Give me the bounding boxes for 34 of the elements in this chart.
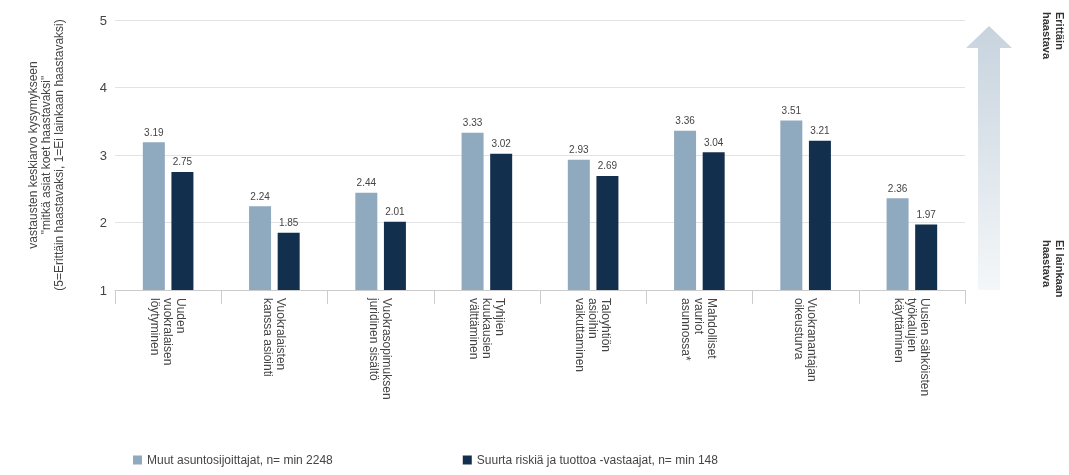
data-label: 2.93 — [569, 144, 589, 156]
y-tick-label: 4 — [99, 80, 107, 95]
data-label: 3.04 — [703, 136, 724, 148]
x-tick-label: Uusien sähköisten työkalujen käyttäminen — [891, 298, 932, 397]
x-tick-label: Vuokralaisten kanssa asiointi — [260, 298, 288, 377]
x-tick-label: Vuokrasopimuksen juridinen sisältö — [367, 297, 395, 400]
data-label: 2.24 — [250, 190, 271, 202]
data-label: 3.36 — [675, 115, 696, 127]
x-tick-label: Tyhjien kuukausien välttäminen — [466, 298, 507, 360]
legend-label: Muut asuntosijoittajat, n= min 2248 — [147, 453, 334, 467]
data-label: 3.33 — [462, 117, 483, 129]
data-label: 2.01 — [385, 206, 406, 218]
data-label: 3.21 — [810, 125, 831, 137]
data-label: 2.69 — [597, 160, 618, 172]
y-tick-label: 3 — [99, 147, 107, 163]
data-label: 3.19 — [144, 126, 164, 138]
data-label: 2.75 — [172, 156, 193, 168]
data-label: 2.44 — [356, 177, 377, 189]
x-tick-label: Mahdolliset vauriot asunnossa* — [679, 298, 720, 362]
x-tick-label: Taloyhtiön asioihin vaikuttaminen — [573, 298, 614, 373]
y-axis-title: vastausten keskiarvo kysymykseen "mitkä asiat koet haastavaksi" (5=Erittäin haastavaksi, 1=Ei lainkaan haastavaksi) — [25, 19, 66, 291]
y-tick-label: 1 — [99, 282, 107, 298]
data-label: 1.97 — [916, 209, 937, 221]
legend-label: Suurta riskiä ja tuottoa -vastaajat, n= min 148 — [476, 453, 719, 467]
data-label: 2.36 — [887, 182, 908, 194]
text: Ei lainkaan haastava — [1040, 240, 1066, 298]
x-tick-label: Vuokranantajan oikeusturva — [792, 298, 820, 382]
x-tick-label: Uuden vuokralaisen löytyminen — [148, 298, 189, 366]
data-label: 1.85 — [278, 217, 299, 229]
y-tick-label: 5 — [99, 12, 107, 28]
data-label: 3.51 — [781, 105, 802, 117]
text: Erittäin haastava — [1040, 12, 1066, 60]
y-tick-label: 2 — [99, 215, 107, 230]
data-label: 3.02 — [491, 138, 512, 150]
